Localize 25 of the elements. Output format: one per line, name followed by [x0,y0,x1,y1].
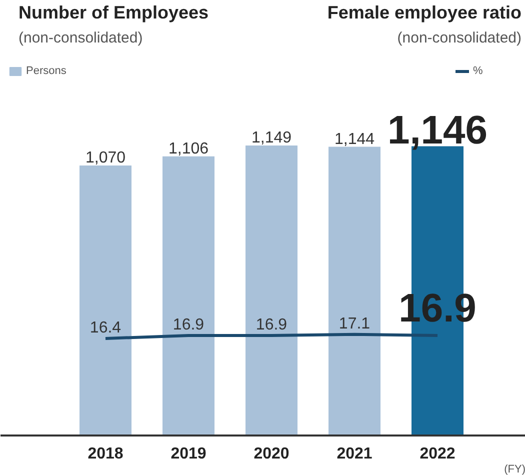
bar [162,156,214,436]
data-label: 16.4 [90,319,122,336]
data-label: 16.9 [256,316,288,334]
data-label: 16.9 [172,316,204,334]
data-label: 1,146 [387,108,488,152]
bar [328,146,380,436]
x-tick-label: 2022 [420,446,456,462]
data-label: 1,144 [334,130,375,148]
legend-label: Persons [26,65,66,77]
data-label: 1,070 [85,149,126,166]
text: (non-consolidated) [397,30,522,46]
bar [246,146,298,436]
x-tick-label: 2019 [170,446,206,462]
legend-label: % [473,65,484,77]
bar [80,165,132,436]
text: Female employee ratio [327,2,522,22]
x-tick-label: 2020 [254,446,290,462]
text: (non-consolidated) [18,30,143,46]
data-label: 17.1 [338,315,370,332]
x-tick-label: 2018 [88,446,124,462]
data-label: 1,106 [168,140,209,158]
x-tick-label: 2021 [336,446,372,462]
data-label: 1,149 [251,130,292,146]
x-axis-title: (FY) [504,464,525,475]
text: Number of Employees [18,2,209,22]
